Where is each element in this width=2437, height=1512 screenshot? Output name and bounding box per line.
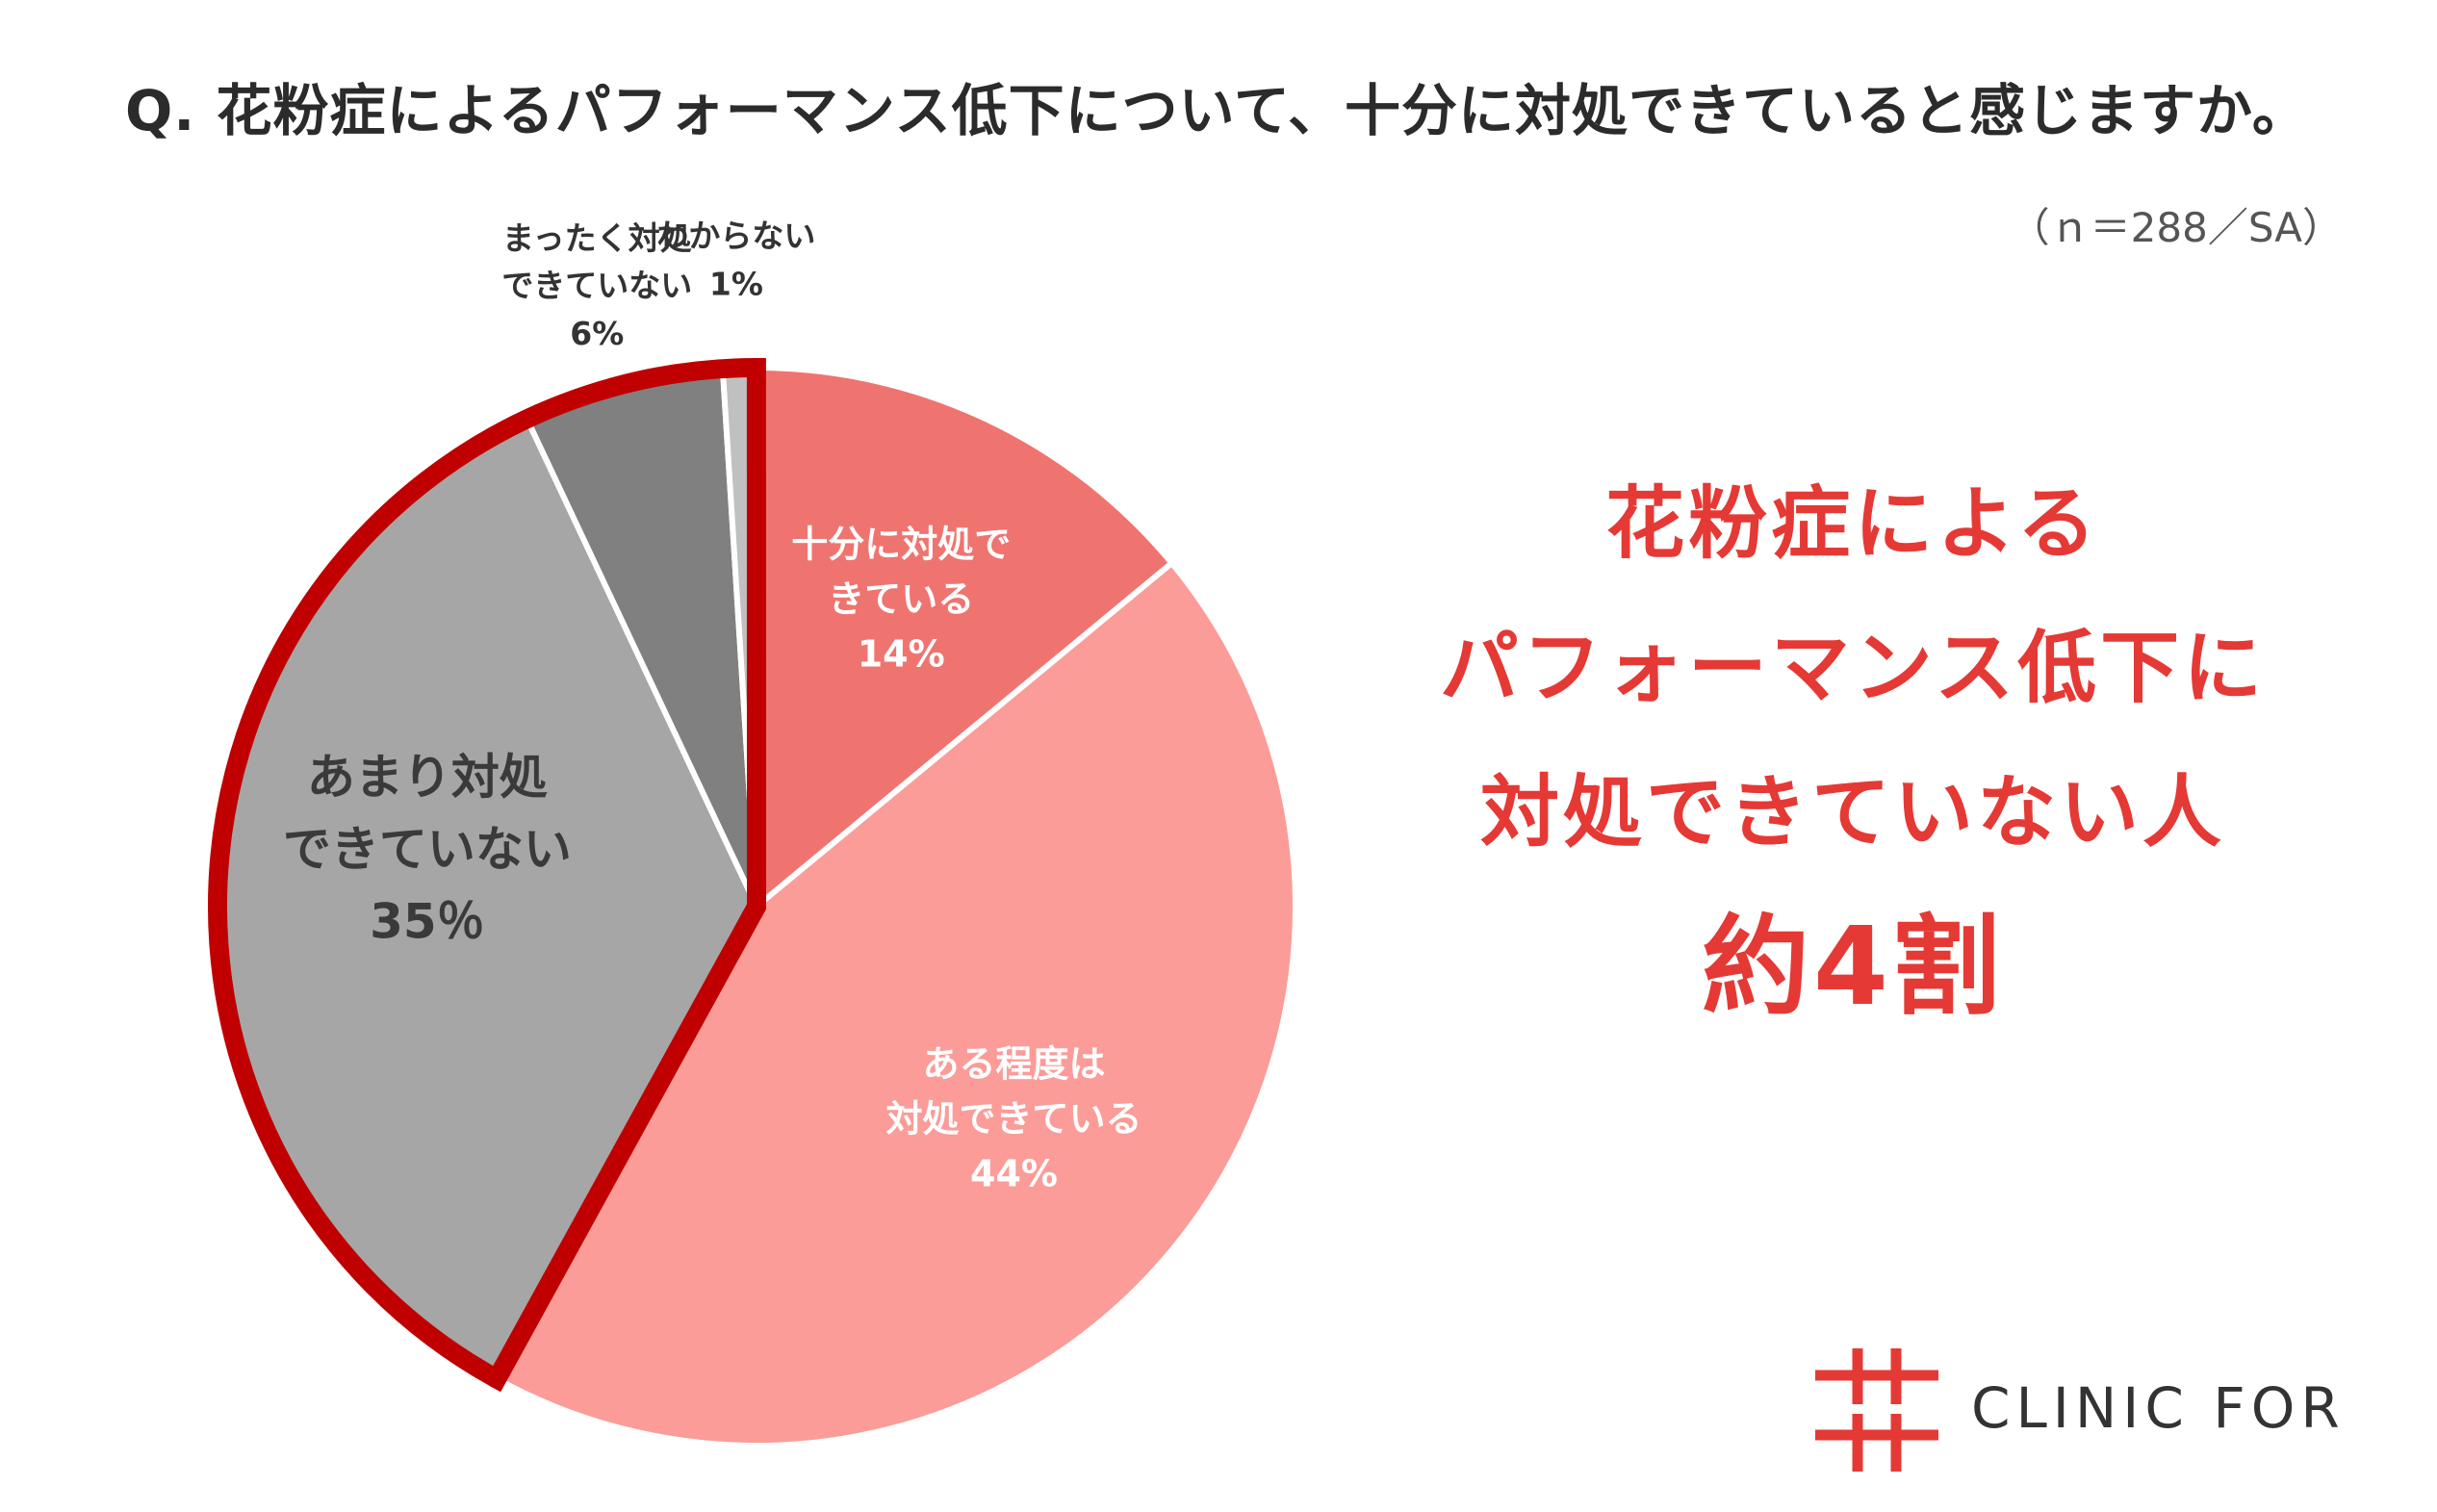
clinic-cross-icon: [1815, 1348, 1938, 1472]
slice-label-text: きている: [828, 577, 975, 621]
slice-value-label: 1%: [708, 265, 763, 303]
callout-line-3: 対処できていない人: [1479, 767, 2225, 859]
callout-line-2: パフォーマンス低下に: [1439, 623, 2267, 714]
callout: 花粉症による パフォーマンス低下に 対処できていない人 約4割: [1323, 452, 2382, 1049]
slice-value-label: 6%: [570, 314, 625, 352]
slice-value-label: 14%: [857, 632, 945, 676]
slice-label-text: できていない: [501, 266, 693, 304]
callout-line-1: 花粉症による: [1605, 478, 2100, 570]
clinic-for-logo: CLINIC FOR: [1809, 1343, 2387, 1477]
slice-label: ある程度は対処できている 44%: [886, 1038, 1142, 1202]
slice-label: まったく対処 できていない 6%: [501, 214, 692, 357]
slice-label: 十分に対処で きている 14%: [791, 517, 1011, 681]
highlight-outline: [208, 357, 767, 1393]
slice-label-text: まったく対処: [501, 218, 692, 257]
callout-line-4: 約4割: [1702, 905, 2004, 1030]
slice-value-label: 44%: [970, 1152, 1058, 1195]
slice-label-text: できていない: [282, 821, 572, 878]
logo-text: CLINIC FOR: [1971, 1375, 2346, 1441]
sample-size-note: （ｎ＝288／SA）: [2009, 204, 2343, 251]
slice-label: わからない 1%: [656, 213, 815, 308]
slice-label-text: 対処できている: [885, 1097, 1142, 1140]
slice-value-label: 35％: [370, 893, 485, 950]
slice-label-text: 十分に対処で: [791, 523, 1012, 566]
slice-somewhat-coping: [494, 560, 1298, 1448]
slice-label-text: あまり対処: [306, 749, 548, 806]
slice-label-text: ある程度は: [922, 1042, 1106, 1086]
slice-fully-coping: [754, 365, 1175, 910]
question-title: Q. 花粉症によるパフォーマンス低下について、十分に対処できていると感じますか。: [125, 78, 2309, 143]
slice-label-text: わからない: [656, 217, 816, 255]
slice-label: あまり対処できていない 35％: [283, 741, 572, 958]
